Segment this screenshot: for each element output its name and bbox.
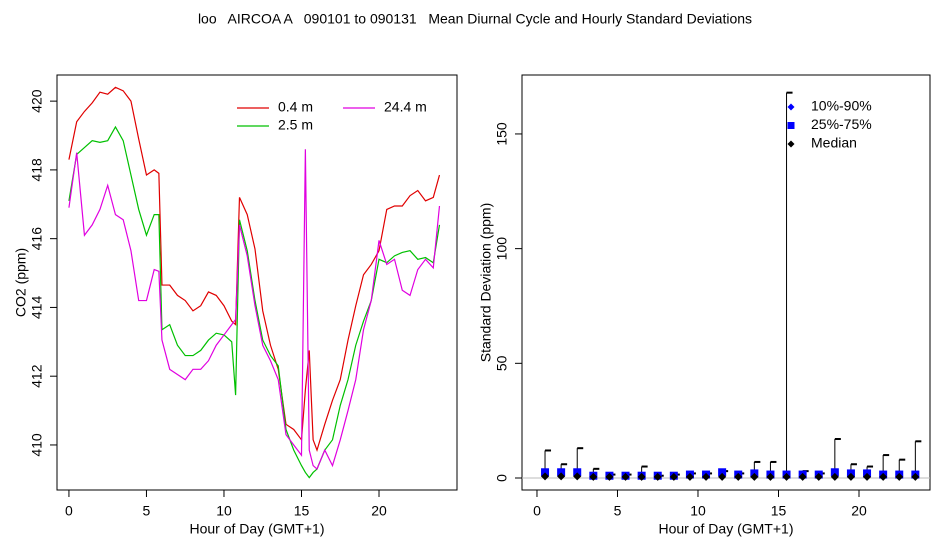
y-tick-label: 416 bbox=[29, 227, 45, 251]
quartile-marker bbox=[557, 468, 566, 477]
median-marker bbox=[621, 472, 630, 481]
x-tick-label: 10 bbox=[690, 503, 706, 519]
plot-frame bbox=[56, 74, 458, 491]
x-tick-label: 10 bbox=[216, 503, 232, 519]
median-marker bbox=[750, 472, 759, 481]
y-tick-label: 0 bbox=[494, 474, 510, 482]
legend-label: 25%-75% bbox=[811, 116, 872, 132]
median-marker bbox=[605, 472, 614, 481]
y-tick-label: 150 bbox=[494, 122, 510, 146]
plot-frame bbox=[521, 74, 931, 491]
quartile-marker bbox=[830, 468, 839, 477]
legend-marker bbox=[787, 122, 795, 129]
median-marker bbox=[879, 472, 888, 481]
x-tick-label: 0 bbox=[533, 503, 541, 519]
median-marker bbox=[685, 472, 694, 481]
x-tick-label: 20 bbox=[371, 503, 387, 519]
median-marker bbox=[573, 472, 582, 481]
median-marker bbox=[541, 472, 550, 481]
legend-label: Median bbox=[811, 135, 857, 151]
median-marker bbox=[782, 472, 791, 481]
y-axis-label: CO2 (ppm) bbox=[13, 248, 29, 317]
legend-label: 2.5 m bbox=[278, 117, 313, 133]
median-marker bbox=[734, 472, 743, 481]
y-tick-label: 412 bbox=[29, 364, 45, 388]
quartile-marker bbox=[573, 468, 582, 477]
x-tick-label: 5 bbox=[143, 503, 151, 519]
median-marker bbox=[846, 472, 855, 481]
median-marker bbox=[830, 472, 839, 481]
y-tick-label: 100 bbox=[494, 237, 510, 261]
x-axis-label: Hour of Day (GMT+1) bbox=[659, 521, 794, 537]
median-marker bbox=[766, 472, 775, 481]
median-marker bbox=[589, 472, 598, 481]
x-tick-label: 15 bbox=[771, 503, 787, 519]
median-marker bbox=[911, 472, 920, 481]
median-marker bbox=[814, 472, 823, 481]
median-marker bbox=[895, 472, 904, 481]
x-tick-label: 15 bbox=[294, 503, 310, 519]
legend-marker bbox=[787, 103, 795, 111]
figure-title: loo AIRCOA A 090101 to 090131 Mean Diurn… bbox=[198, 11, 752, 27]
legend-label: 10%-90% bbox=[811, 98, 872, 114]
x-tick-label: 5 bbox=[614, 503, 622, 519]
y-tick-label: 420 bbox=[29, 89, 45, 113]
quartile-marker bbox=[541, 468, 550, 477]
legend-marker bbox=[787, 140, 795, 148]
y-tick-label: 414 bbox=[29, 296, 45, 320]
x-axis-label: Hour of Day (GMT+1) bbox=[190, 521, 325, 537]
median-marker bbox=[669, 472, 678, 481]
y-tick-label: 50 bbox=[494, 355, 510, 371]
median-marker bbox=[798, 472, 807, 481]
data-line bbox=[68, 86, 441, 452]
legend-label: 24.4 m bbox=[384, 99, 427, 115]
median-marker bbox=[702, 472, 711, 481]
legend-label: 0.4 m bbox=[278, 99, 313, 115]
y-tick-label: 410 bbox=[29, 433, 45, 457]
median-marker bbox=[863, 472, 872, 481]
data-line bbox=[68, 125, 441, 479]
data-line bbox=[68, 149, 441, 471]
x-tick-label: 20 bbox=[851, 503, 867, 519]
median-marker bbox=[718, 472, 727, 481]
quartile-marker bbox=[718, 468, 727, 477]
y-tick-label: 418 bbox=[29, 158, 45, 182]
median-marker bbox=[653, 472, 662, 481]
median-marker bbox=[637, 472, 646, 481]
median-marker bbox=[557, 472, 566, 481]
y-axis-label: Standard Deviation (ppm) bbox=[478, 203, 494, 363]
x-tick-label: 0 bbox=[65, 503, 73, 519]
